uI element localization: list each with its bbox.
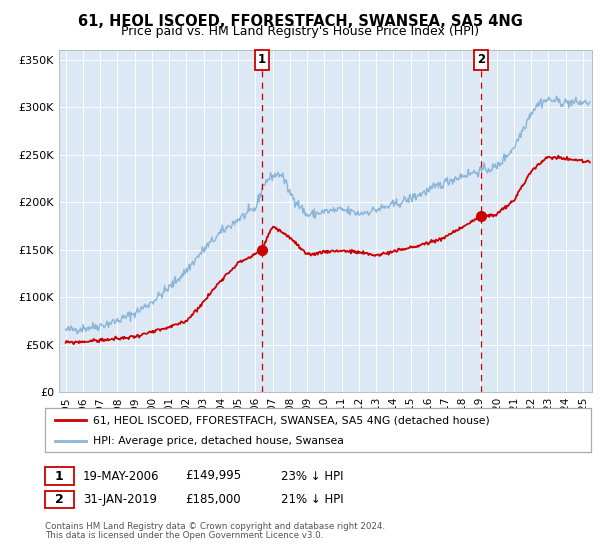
Text: 31-JAN-2019: 31-JAN-2019 (83, 493, 157, 506)
Text: Contains HM Land Registry data © Crown copyright and database right 2024.: Contains HM Land Registry data © Crown c… (45, 522, 385, 531)
Text: Price paid vs. HM Land Registry's House Price Index (HPI): Price paid vs. HM Land Registry's House … (121, 25, 479, 38)
Text: 1: 1 (258, 53, 266, 67)
Text: 61, HEOL ISCOED, FFORESTFACH, SWANSEA, SA5 4NG (detached house): 61, HEOL ISCOED, FFORESTFACH, SWANSEA, S… (93, 415, 490, 425)
Text: 19-MAY-2006: 19-MAY-2006 (83, 469, 160, 483)
Text: £149,995: £149,995 (185, 469, 241, 483)
Text: £185,000: £185,000 (185, 493, 241, 506)
Text: 21% ↓ HPI: 21% ↓ HPI (281, 493, 343, 506)
Text: 2: 2 (55, 493, 64, 506)
Text: HPI: Average price, detached house, Swansea: HPI: Average price, detached house, Swan… (93, 436, 344, 446)
Text: 2: 2 (477, 53, 485, 67)
Text: 23% ↓ HPI: 23% ↓ HPI (281, 469, 343, 483)
Text: 61, HEOL ISCOED, FFORESTFACH, SWANSEA, SA5 4NG: 61, HEOL ISCOED, FFORESTFACH, SWANSEA, S… (77, 14, 523, 29)
Text: 1: 1 (55, 469, 64, 483)
Text: This data is licensed under the Open Government Licence v3.0.: This data is licensed under the Open Gov… (45, 531, 323, 540)
